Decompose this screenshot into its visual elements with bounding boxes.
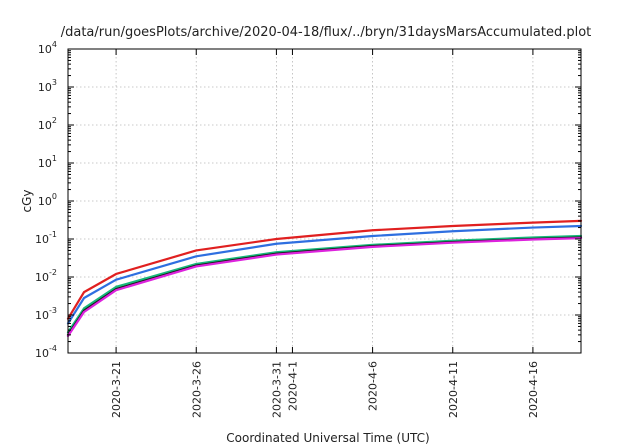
x-axis-ticks: 2020-3-21 2020-3-26 2020-3-31 2020-4-1 2020-… bbox=[110, 49, 540, 418]
x-tick-label: 2020-4-16 bbox=[527, 361, 540, 418]
grid-lines bbox=[68, 49, 581, 353]
series-line bbox=[66, 224, 583, 325]
y-tick-label: 100 bbox=[38, 192, 57, 208]
x-axis-label: Coordinated Universal Time (UTC) bbox=[226, 431, 429, 445]
series-line bbox=[66, 237, 583, 338]
x-tick-label: 2020-3-31 bbox=[270, 361, 283, 418]
y-tick-label: 102 bbox=[38, 116, 57, 132]
series-lines bbox=[66, 219, 583, 338]
series-line bbox=[66, 236, 583, 336]
y-tick-label: 10-2 bbox=[35, 268, 57, 284]
chart-title: /data/run/goesPlots/archive/2020-04-18/f… bbox=[61, 25, 592, 40]
y-tick-label: 101 bbox=[38, 154, 57, 170]
y-tick-label: 10-3 bbox=[35, 306, 57, 322]
series-line bbox=[66, 234, 583, 334]
x-tick-label: 2020-4-1 bbox=[286, 361, 299, 411]
y-tick-label: 10-1 bbox=[35, 230, 57, 246]
series-line bbox=[66, 219, 583, 320]
y-tick-label: 10-4 bbox=[35, 344, 57, 360]
y-tick-label: 103 bbox=[38, 78, 57, 94]
x-tick-label: 2020-4-6 bbox=[367, 361, 380, 411]
x-tick-label: 2020-3-26 bbox=[190, 361, 203, 418]
y-axis-label: cGy bbox=[20, 190, 34, 213]
y-axis-ticks: 10-4 10-3 10-2 10-1 100 101 102 103 104 bbox=[35, 40, 581, 360]
y-tick-label: 104 bbox=[38, 40, 57, 56]
x-tick-label: 2020-4-11 bbox=[447, 361, 460, 418]
x-tick-label: 2020-3-21 bbox=[110, 361, 123, 418]
